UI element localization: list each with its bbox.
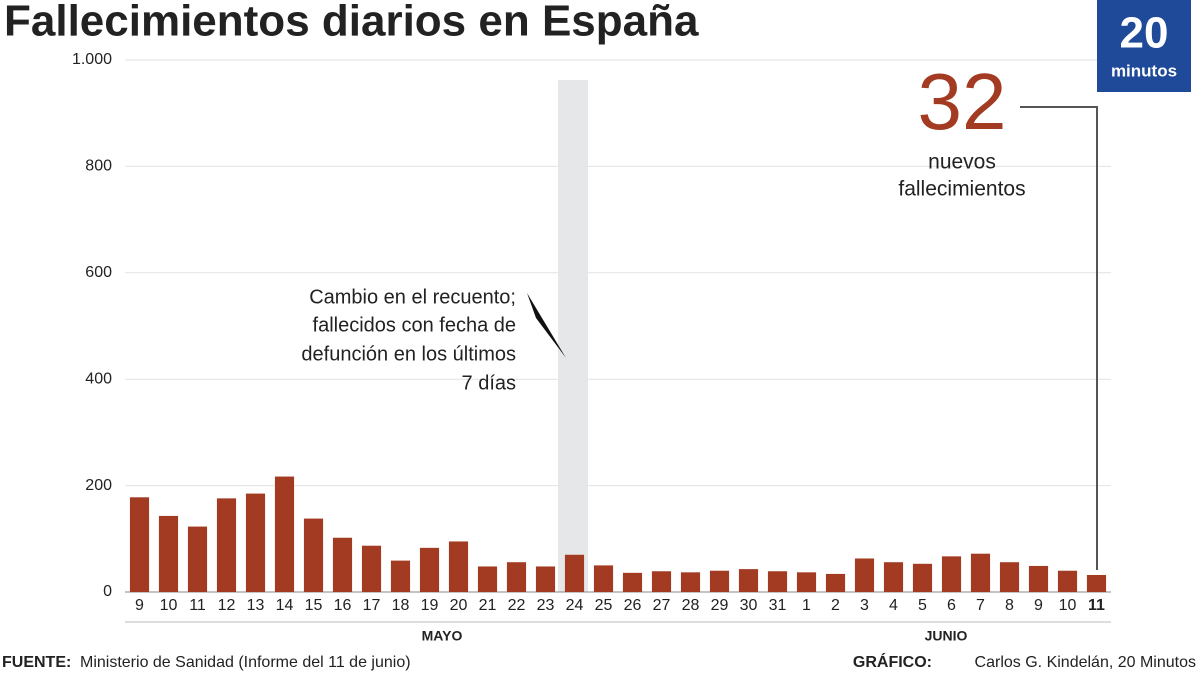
x-tick-label: 19 [421,597,439,614]
bar [912,563,933,592]
change-note: Cambio en el recuento; [309,286,516,308]
x-tick-label: 15 [305,597,323,614]
x-tick-label: 27 [653,597,671,614]
x-tick-label: 9 [135,597,144,614]
bar [390,560,411,592]
bar [1028,565,1049,592]
x-tick-label: 11 [189,597,206,614]
x-tick-label: 2 [831,597,840,614]
bar [535,566,556,592]
source-text: Ministerio de Sanidad (Informe del 11 de… [80,654,411,671]
y-tick-label: 600 [85,264,112,281]
x-tick-label: 31 [769,597,787,614]
bar [593,565,614,592]
y-tick-label: 0 [103,583,112,600]
big-number-text: nuevos [928,151,996,174]
bar [999,562,1020,592]
bar [477,566,498,592]
bar [506,562,527,592]
x-tick-label: 22 [508,597,526,614]
x-tick-label: 9 [1034,597,1043,614]
x-tick-label: 5 [918,597,927,614]
logo-box [1097,0,1191,92]
bar [129,497,150,592]
bar [564,554,585,592]
x-tick-label: 28 [682,597,700,614]
bar [767,571,788,592]
x-tick-label: 4 [889,597,898,614]
logo-word: minutos [1111,61,1177,80]
change-band [558,80,588,592]
bar [738,569,759,592]
bar [796,572,817,592]
note-pointer [527,293,566,358]
bar [883,562,904,592]
x-tick-label: 21 [479,597,497,614]
month-label: JUNIO [925,628,968,644]
bar [216,498,237,592]
bar [332,537,353,592]
bar [622,572,643,592]
bar [970,553,991,592]
x-tick-label: 11 [1088,597,1105,614]
bar [187,526,208,592]
x-tick-label: 18 [392,597,410,614]
bar [419,547,440,592]
x-tick-label: 26 [624,597,642,614]
x-tick-label: 3 [860,597,869,614]
x-tick-label: 10 [1059,597,1077,614]
x-tick-label: 16 [334,597,352,614]
x-tick-label: 20 [450,597,468,614]
x-tick-label: 13 [247,597,265,614]
bar [361,545,382,592]
bar [680,572,701,592]
x-tick-label: 23 [537,597,555,614]
x-tick-label: 24 [566,597,584,614]
big-number-text: fallecimientos [898,178,1025,201]
bar [709,570,730,592]
bar [158,515,179,592]
bar [245,493,266,592]
x-tick-label: 8 [1005,597,1014,614]
callout-line [1020,106,1098,570]
x-tick-label: 25 [595,597,613,614]
bar [825,573,846,592]
x-tick-label: 30 [740,597,758,614]
bar [651,571,672,592]
y-tick-label: 1.000 [72,51,112,68]
bar [941,556,962,592]
bar [448,541,469,592]
bar [303,518,324,592]
logo-number: 20 [1120,9,1169,58]
y-tick-label: 400 [85,370,112,387]
y-tick-label: 200 [85,477,112,494]
y-tick-label: 800 [85,158,112,175]
x-tick-label: 14 [276,597,294,614]
x-tick-label: 12 [218,597,236,614]
bar [1057,570,1078,592]
x-tick-label: 7 [976,597,985,614]
x-tick-label: 1 [802,597,811,614]
big-number: 32 [918,57,1007,146]
x-tick-label: 29 [711,597,729,614]
change-note: fallecidos con fecha de [313,314,516,336]
change-note: 7 días [462,372,516,394]
x-tick-label: 17 [363,597,381,614]
change-note: defunción en los últimos [301,343,516,365]
bar [274,476,295,592]
bar [1086,574,1107,592]
bar [854,558,875,592]
source-label: FUENTE: [2,654,71,671]
credit-text: Carlos G. Kindelán, 20 Minutos [975,654,1196,671]
x-tick-label: 6 [947,597,956,614]
credit-label: GRÁFICO: [853,652,932,671]
month-label: MAYO [422,628,463,644]
chart-title: Fallecimientos diarios en España [4,0,699,46]
x-tick-label: 10 [160,597,178,614]
